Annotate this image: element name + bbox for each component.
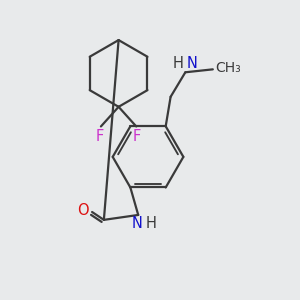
- Text: CH₃: CH₃: [215, 61, 241, 75]
- Text: F: F: [96, 129, 104, 144]
- Text: H: H: [146, 216, 157, 231]
- Text: H: H: [172, 56, 183, 71]
- Text: O: O: [77, 202, 89, 217]
- Text: N: N: [132, 216, 143, 231]
- Text: F: F: [133, 129, 141, 144]
- Text: N: N: [186, 56, 197, 71]
